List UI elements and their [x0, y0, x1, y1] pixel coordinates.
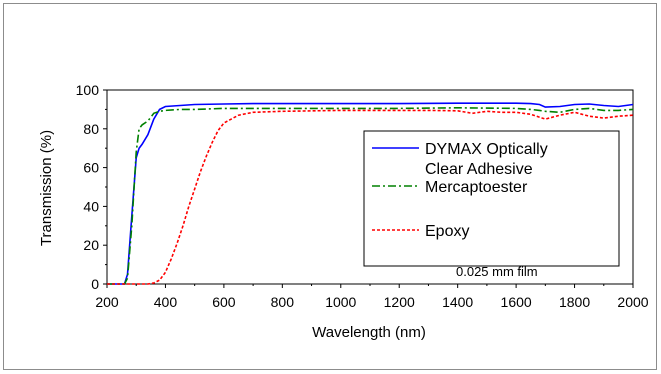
x-tick-label: 200	[95, 294, 119, 310]
y-tick-label: 40	[83, 198, 99, 214]
x-tick-label: 800	[271, 294, 295, 310]
film-thickness-annotation: 0.025 mm film	[456, 264, 538, 279]
x-tick-label: 600	[212, 294, 236, 310]
y-tick-label: 80	[83, 121, 99, 137]
x-tick-label: 400	[154, 294, 178, 310]
y-tick-label: 20	[83, 237, 99, 253]
legend-label-3: Epoxy	[425, 223, 469, 240]
legend-box	[363, 130, 620, 267]
y-tick-label: 60	[83, 160, 99, 176]
x-axis-title: Wavelength (nm)	[312, 324, 426, 341]
y-tick-label: 100	[76, 82, 100, 98]
x-tick-label: 1200	[384, 294, 415, 310]
legend-label-1: Clear Adhesive	[425, 161, 533, 178]
x-tick-label: 2000	[617, 294, 648, 310]
x-tick-label: 1600	[501, 294, 532, 310]
series-line-2	[107, 106, 634, 285]
series-layer	[107, 102, 634, 285]
series-line-1	[107, 102, 634, 285]
legend-label-2: Mercaptoester	[425, 179, 528, 196]
y-axis-title: Transmission (%)	[38, 130, 55, 246]
x-tick-label: 1400	[442, 294, 473, 310]
legend: DYMAX Optically Clear AdhesiveMercaptoest…	[363, 130, 620, 267]
y-tick-label: 0	[91, 276, 99, 292]
x-axis: 200 400 600 800 1000 1200 1400 1600 1800 2000	[95, 284, 649, 310]
legend-label-1: DYMAX Optically	[425, 141, 548, 158]
x-tick-label: 1000	[325, 294, 356, 310]
x-tick-label: 1800	[559, 294, 590, 310]
y-axis: 0 20 40 60 80 100	[76, 82, 107, 292]
series-line-3	[107, 109, 634, 285]
